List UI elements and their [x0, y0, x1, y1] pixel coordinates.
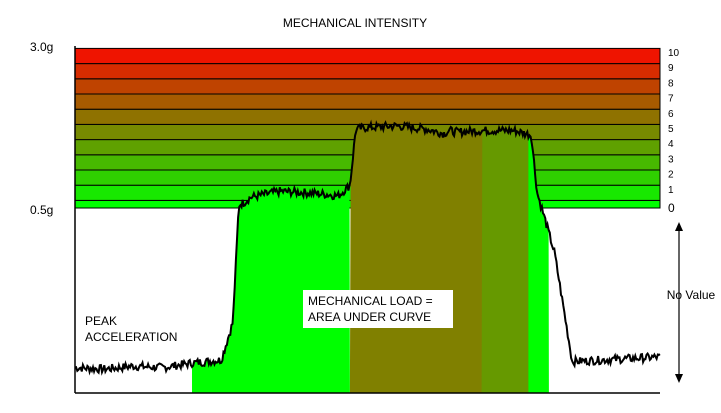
- level-label-10: 10: [668, 48, 680, 59]
- load-label-box: [303, 290, 453, 328]
- level-label-8: 8: [668, 78, 674, 89]
- load-label-line-2: AREA UNDER CURVE: [308, 310, 431, 324]
- intensity-band-7: [74, 93, 661, 110]
- intensity-level-labels: 0 1 2 3 4 5 6 7 8 9 10: [668, 48, 680, 215]
- acceleration-curve: [74, 119, 661, 376]
- level-label-3: 3: [668, 154, 674, 165]
- y-tick-label-bottom: 0.5g: [30, 203, 53, 217]
- level-label-9: 9: [668, 63, 674, 74]
- level-label-5: 5: [668, 124, 674, 135]
- level-label-1: 1: [668, 185, 674, 196]
- chart-title: MECHANICAL INTENSITY: [283, 16, 427, 30]
- level-label-4: 4: [668, 139, 674, 150]
- intensity-band-8: [74, 78, 661, 95]
- level-label-7: 7: [668, 94, 674, 105]
- y-tick-label-top: 3.0g: [30, 40, 53, 54]
- no-value-arrow: [675, 222, 683, 383]
- no-value-label: No Value: [667, 288, 716, 302]
- level-label-0: 0: [668, 201, 675, 215]
- intensity-band-10: [74, 47, 661, 65]
- area-fill-mid: [481, 126, 529, 394]
- load-label-line-1: MECHANICAL LOAD =: [308, 294, 433, 308]
- area-fills: [192, 122, 549, 394]
- peak-label-line-2: ACCELERATION: [85, 330, 177, 344]
- peak-label-line-1: PEAK: [85, 314, 117, 328]
- area-fill-0: [192, 184, 350, 393]
- level-label-6: 6: [668, 109, 674, 120]
- intensity-band-9: [74, 63, 661, 80]
- level-label-2: 2: [668, 170, 674, 181]
- intensity-band-6: [74, 108, 661, 125]
